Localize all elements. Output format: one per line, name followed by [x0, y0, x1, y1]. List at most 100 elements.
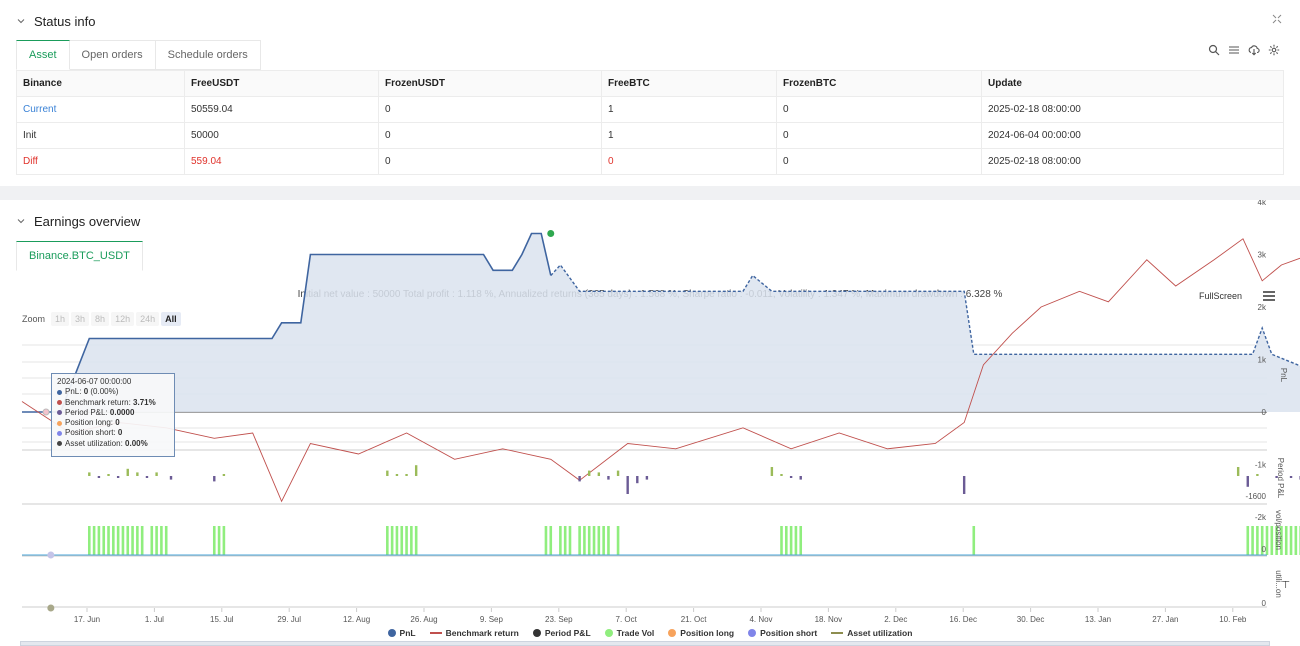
tab-binance-btc-usdt[interactable]: Binance.BTC_USDT [16, 241, 143, 271]
asset-table: Binance FreeUSDT FrozenUSDT FreeBTC Froz… [16, 70, 1284, 175]
period-pnl-bar [799, 476, 802, 480]
trade-vol-bar [583, 526, 586, 555]
tooltip-asset-utilization: Asset utilization: 0.00% [57, 439, 169, 449]
trade-vol-bar [549, 526, 553, 555]
list-icon[interactable] [1228, 44, 1240, 56]
tooltip-date: 2024-06-07 00:00:00 [57, 377, 132, 386]
legend-trade-vol[interactable]: Trade Vol [604, 628, 654, 638]
period-pnl-bar [1289, 476, 1293, 478]
tooltip-position-long: Position long: 0 [57, 418, 169, 428]
section-title: Status info [34, 13, 96, 29]
x-tick-label: 23. Sep [545, 615, 573, 624]
period-pnl-bar [116, 476, 120, 478]
legend-benchmark-return[interactable]: Benchmark return [429, 628, 519, 638]
period-pnl-bar [1246, 476, 1249, 487]
collapse-icon[interactable] [1272, 14, 1282, 24]
x-tick-label: 29. Jul [277, 615, 301, 624]
status-info-header[interactable]: Status info [16, 11, 95, 31]
tab-schedule-orders[interactable]: Schedule orders [155, 40, 261, 70]
zoom-label: Zoom [22, 314, 46, 324]
trade-vol-bar [400, 526, 404, 555]
period-pnl-bar [386, 470, 389, 476]
x-tick-label: 17. Jun [74, 615, 100, 624]
trade-vol-bar [607, 526, 610, 555]
pnl-axis-title: PnL [1279, 368, 1288, 383]
column-header: FreeBTC [601, 70, 777, 97]
trade-vol-bar [414, 526, 418, 555]
zoom-8h-button[interactable]: 8h [91, 312, 110, 326]
trade-vol-bar [602, 526, 605, 555]
tooltip-pnl: PnL: 0 (0.00%) [57, 387, 169, 397]
period-pnl-bar [780, 474, 783, 476]
status-info-panel: Status info Asset Open orders Schedule o… [0, 0, 1300, 186]
zoom-12h-button[interactable]: 12h [111, 312, 135, 326]
trade-vol-bar [578, 526, 581, 555]
cell-frozen-btc: 0 [776, 96, 982, 123]
trade-vol-bar [616, 526, 620, 555]
period-pnl-bar [136, 472, 139, 476]
cell-update: 2025-02-18 08:00:00 [981, 148, 1284, 175]
trade-vol-bar [544, 526, 548, 555]
pnl-line-dashed [550, 263, 1300, 367]
legend-position-short[interactable]: Position short [748, 628, 817, 638]
fullscreen-button[interactable]: FullScreen [1198, 291, 1242, 301]
cell-free-usdt: 559.04 [184, 148, 379, 175]
period-pnl-bar [789, 476, 793, 478]
trade-vol-bar [405, 526, 408, 555]
x-tick-label: 16. Dec [949, 615, 977, 624]
table-header-row: Binance FreeUSDT FrozenUSDT FreeBTC Froz… [16, 70, 1284, 97]
legend-asset-utilization[interactable]: Asset utilization [831, 628, 912, 638]
earnings-overview-header[interactable]: Earnings overview [16, 211, 140, 231]
chart-navigator-scrollbar[interactable] [20, 641, 1270, 646]
tab-open-orders[interactable]: Open orders [69, 40, 156, 70]
position-hover-marker [47, 551, 55, 559]
x-tick-label: 15. Jul [210, 615, 234, 624]
menu-icon[interactable] [1263, 291, 1275, 301]
trade-vol-bar [785, 526, 788, 555]
period-pnl-bar [1275, 476, 1278, 478]
trade-vol-bar [568, 526, 572, 555]
trade-vol-bar [780, 526, 783, 555]
earnings-overview-panel: Earnings overview Binance.BTC_USDT Initi… [0, 200, 1300, 646]
x-tick-label: 7. Oct [616, 615, 638, 624]
trade-vol-bar [150, 526, 154, 555]
zoom-3h-button[interactable]: 3h [71, 312, 90, 326]
zoom-24h-button[interactable]: 24h [136, 312, 160, 326]
trade-vol-bar [212, 526, 216, 555]
trade-vol-bar [164, 526, 168, 555]
period-pnl-bar [414, 465, 418, 476]
trade-vol-bar [1289, 526, 1293, 555]
period-pnl-bar [169, 476, 173, 480]
trade-vol-bar [410, 526, 413, 555]
row-name: Diff [16, 148, 185, 175]
cloud-download-icon[interactable] [1248, 44, 1260, 56]
trade-vol-bar [160, 526, 163, 555]
x-tick-label: 12. Aug [343, 615, 370, 624]
period-pnl-bar [578, 476, 581, 482]
gear-icon[interactable] [1268, 44, 1280, 56]
zoom-controls: Zoom 1h 3h 8h 12h 24h All [22, 312, 181, 326]
column-header: Update [981, 70, 1284, 97]
period-pnl-bar [636, 476, 639, 484]
legend-pnl[interactable]: PnL [387, 628, 416, 638]
pnl-area [22, 233, 1300, 412]
earnings-chart[interactable]: 4k 3k 2k 1k 0 -1k -2k PnL -1600 Period P&L 0 vol/po… [0, 200, 1300, 646]
x-tick-label: 2. Dec [884, 615, 907, 624]
period-pnl-bar [962, 476, 966, 494]
legend-position-long[interactable]: Position long [668, 628, 734, 638]
x-tick-label: 9. Sep [480, 615, 504, 624]
vol-tick-label: 0 [1262, 545, 1267, 554]
zoom-all-button[interactable]: All [161, 312, 181, 326]
cell-update: 2024-06-04 00:00:00 [981, 122, 1284, 149]
legend-period-pnl[interactable]: Period P&L [532, 628, 591, 638]
row-name: Current [16, 96, 185, 123]
column-header: FreeUSDT [184, 70, 379, 97]
period-pnl-bar [222, 474, 226, 476]
search-icon[interactable] [1208, 44, 1220, 56]
scroll-top-icon[interactable]: ⊤ [1281, 580, 1290, 591]
x-tick-label: 21. Oct [681, 615, 708, 624]
cell-free-usdt: 50559.04 [184, 96, 379, 123]
tab-asset[interactable]: Asset [16, 40, 70, 70]
period-pnl-bar [626, 476, 629, 494]
zoom-1h-button[interactable]: 1h [51, 312, 70, 326]
